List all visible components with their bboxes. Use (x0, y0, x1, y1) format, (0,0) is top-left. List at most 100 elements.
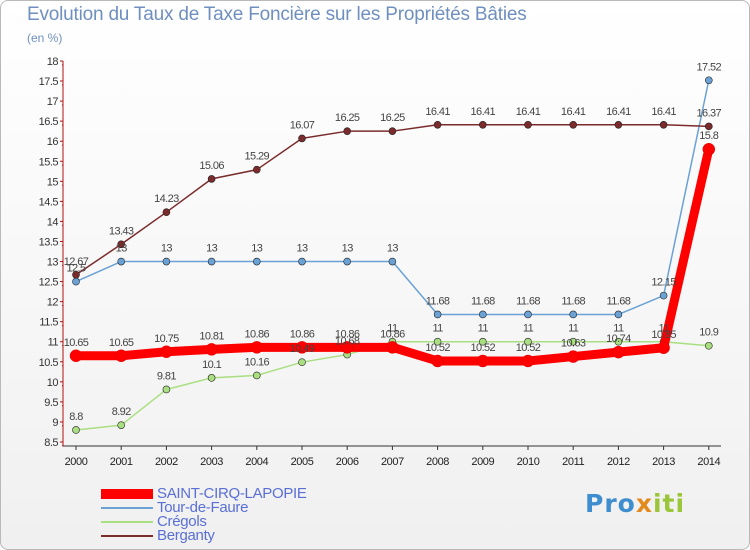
data-label: 8.92 (112, 406, 131, 418)
data-point-1 (72, 277, 80, 286)
y-tick-label: 16 (47, 136, 59, 148)
legend: SAINT-CIRQ-LAPOPIE Tour-de-Faure Crégols… (101, 486, 307, 544)
data-label: 15.8 (699, 130, 718, 142)
y-tick-label: 11.5 (39, 317, 58, 329)
legend-item-cregols: Crégols (101, 514, 307, 529)
x-tick-label: 2008 (426, 456, 449, 468)
data-point-0 (612, 345, 625, 359)
data-point-3 (298, 134, 306, 143)
data-label: 16.41 (606, 106, 631, 118)
legend-item-tour-de-faure: Tour-de-Faure (101, 499, 307, 516)
data-point-0 (386, 341, 399, 354)
data-point-1 (478, 310, 487, 319)
data-point-2 (478, 337, 487, 346)
data-label: 12.67 (64, 256, 89, 268)
data-point-1 (207, 257, 216, 266)
y-tick-label: 13 (47, 257, 59, 269)
data-point-0 (114, 349, 128, 363)
y-tick-label: 10 (47, 377, 59, 389)
legend-item-berganty: Berganty (101, 527, 307, 544)
data-label: 10.63 (561, 338, 586, 350)
data-label: 11.68 (426, 295, 450, 307)
x-tick-label: 2012 (607, 456, 630, 468)
data-label: 17.52 (697, 61, 722, 73)
data-point-1 (704, 76, 713, 85)
data-label: 10.86 (335, 328, 360, 340)
data-label: 10.68 (335, 336, 360, 348)
data-point-1 (162, 257, 171, 266)
legend-swatch-cregols (101, 521, 153, 523)
y-tick-label: 15.5 (39, 156, 59, 168)
x-tick-label: 2000 (65, 456, 88, 468)
data-point-0 (69, 349, 83, 363)
logo-text-x: x (635, 489, 653, 518)
data-point-2 (117, 421, 125, 429)
data-point-2 (298, 358, 306, 366)
x-tick-label: 2009 (471, 456, 494, 468)
proxiti-logo: Proxiti (585, 489, 685, 518)
data-point-3 (117, 240, 125, 249)
data-label: 13 (296, 243, 308, 255)
data-label: 10.52 (471, 342, 496, 354)
data-label: 10.16 (245, 356, 270, 368)
y-tick-label: 12 (47, 297, 59, 309)
data-point-0 (250, 341, 264, 354)
y-tick-label: 10.5 (39, 357, 59, 369)
data-point-0 (476, 354, 490, 368)
data-label: 16.41 (651, 106, 676, 118)
data-label: 10.86 (245, 328, 270, 340)
data-point-3 (343, 127, 352, 135)
y-tick-label: 17.5 (39, 76, 59, 88)
data-label: 11.68 (607, 295, 631, 307)
y-tick-label: 13.5 (39, 236, 59, 248)
data-label: 11 (432, 323, 443, 335)
x-tick-label: 2007 (381, 456, 404, 468)
data-label: 13 (206, 243, 218, 255)
data-label: 11.68 (561, 295, 585, 307)
x-tick-label: 2011 (562, 456, 584, 468)
x-tick-label: 2003 (200, 456, 223, 468)
data-point-0 (431, 354, 444, 368)
legend-label: Berganty (157, 527, 215, 544)
data-point-0 (702, 142, 716, 156)
data-label: 16.37 (697, 107, 722, 119)
data-label: 10.81 (199, 330, 224, 342)
data-label: 13.43 (109, 225, 134, 237)
data-label: 16.07 (290, 119, 315, 131)
data-label: 10.65 (64, 337, 89, 349)
data-point-2 (253, 371, 261, 380)
x-tick-label: 2001 (110, 456, 133, 468)
data-point-3 (614, 120, 623, 129)
data-label: 13 (342, 243, 354, 255)
data-label: 10.65 (109, 337, 134, 349)
y-tick-label: 12.5 (39, 277, 59, 289)
data-point-1 (298, 257, 306, 266)
data-point-0 (160, 345, 173, 359)
data-point-1 (388, 257, 397, 266)
data-label: 11.68 (516, 295, 540, 307)
legend-swatch-berganty (101, 535, 153, 537)
x-tick-label: 2014 (697, 456, 720, 468)
data-point-0 (566, 350, 580, 363)
legend-label: Tour-de-Faure (157, 499, 249, 516)
y-tick-label: 9.5 (44, 397, 58, 409)
y-tick-label: 14.5 (39, 196, 59, 208)
data-point-2 (72, 426, 80, 434)
data-label: 11 (523, 323, 534, 335)
data-point-2 (614, 337, 623, 346)
data-label: 15.06 (199, 160, 224, 172)
y-tick-label: 16.5 (39, 116, 59, 128)
data-label: 10.9 (699, 327, 718, 339)
legend-swatch-tour-de-faure (101, 507, 153, 509)
y-tick-label: 8.5 (44, 437, 58, 449)
data-label: 11 (613, 323, 624, 335)
data-point-1 (659, 291, 668, 300)
data-point-1 (343, 257, 352, 266)
data-point-1 (433, 310, 442, 319)
data-point-3 (72, 270, 80, 279)
data-label: 14.23 (154, 193, 179, 205)
data-point-3 (433, 120, 442, 129)
data-label: 16.41 (425, 106, 450, 118)
data-label: 16.25 (380, 112, 405, 124)
data-point-2 (704, 341, 713, 350)
